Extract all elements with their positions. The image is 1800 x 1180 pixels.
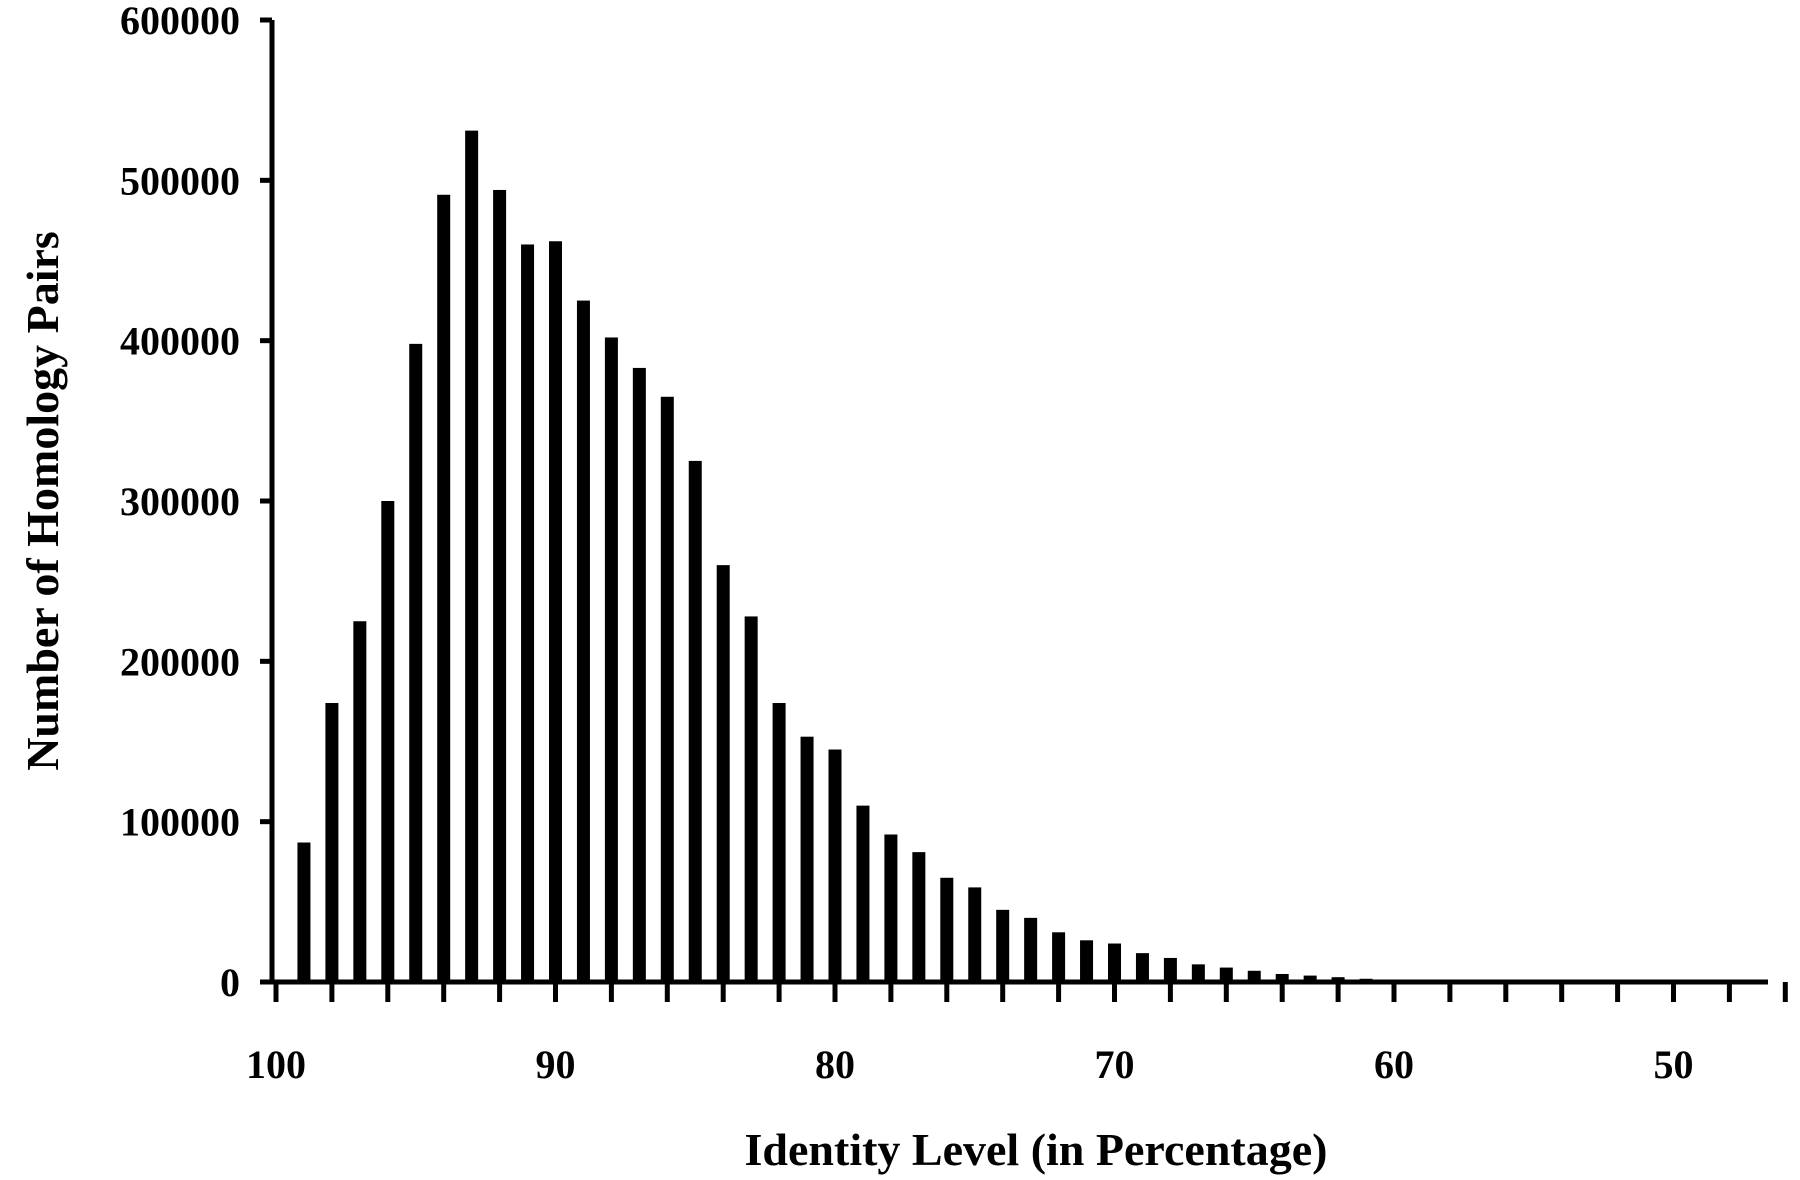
y-tick-label: 400000: [120, 319, 240, 364]
y-tick-label: 300000: [120, 479, 240, 524]
bar: [632, 367, 646, 982]
y-tick-label: 100000: [120, 800, 240, 845]
bar: [409, 343, 423, 983]
x-tick-label: 100: [246, 1042, 306, 1087]
bar: [660, 396, 674, 982]
bar: [1163, 957, 1177, 982]
x-axis-title: Identity Level (in Percentage): [745, 1124, 1328, 1175]
bar: [576, 300, 590, 982]
x-tick-label: 80: [815, 1042, 855, 1087]
bar: [1303, 975, 1317, 982]
bar: [828, 749, 842, 982]
x-tick-label: 60: [1374, 1042, 1414, 1087]
y-tick-label: 600000: [120, 0, 240, 43]
x-axis-ticks: 100 90 80 70 60 50: [246, 982, 1788, 1087]
bar: [1219, 967, 1233, 982]
bar: [688, 460, 702, 983]
bar: [884, 834, 898, 982]
bars-group: [297, 130, 1401, 983]
bar: [325, 703, 339, 982]
bar: [912, 852, 926, 982]
bar: [521, 244, 535, 982]
y-tick-label: 500000: [120, 158, 240, 203]
bar: [968, 887, 982, 982]
bar: [856, 805, 870, 982]
bar: [1247, 970, 1261, 982]
bar: [437, 194, 451, 983]
bar: [1080, 940, 1094, 982]
bar: [604, 337, 618, 983]
bar: [940, 877, 954, 982]
bar: [1052, 932, 1066, 982]
x-tick-label: 90: [536, 1042, 576, 1087]
y-tick-label: 0: [220, 960, 240, 1005]
bar: [1108, 943, 1121, 982]
bar: [744, 616, 758, 982]
bar: [1135, 953, 1149, 982]
bar: [1024, 917, 1038, 982]
y-axis-ticks: 0 100000 200000 300000 400000 500000 600000: [120, 0, 272, 1005]
bar: [493, 189, 507, 982]
bar: [996, 909, 1010, 982]
bar: [1191, 964, 1205, 982]
bar: [465, 130, 479, 982]
bar: [549, 241, 562, 982]
x-tick-label: 50: [1654, 1042, 1694, 1087]
bar: [1275, 973, 1289, 982]
bar: [772, 703, 786, 982]
y-tick-label: 200000: [120, 639, 240, 684]
bar: [381, 501, 395, 982]
bar: [716, 565, 730, 982]
y-axis-title: Number of Homology Pairs: [17, 231, 68, 771]
x-tick-label: 70: [1095, 1042, 1135, 1087]
bar: [800, 736, 814, 982]
bar: [297, 842, 311, 982]
bar: [353, 621, 367, 982]
